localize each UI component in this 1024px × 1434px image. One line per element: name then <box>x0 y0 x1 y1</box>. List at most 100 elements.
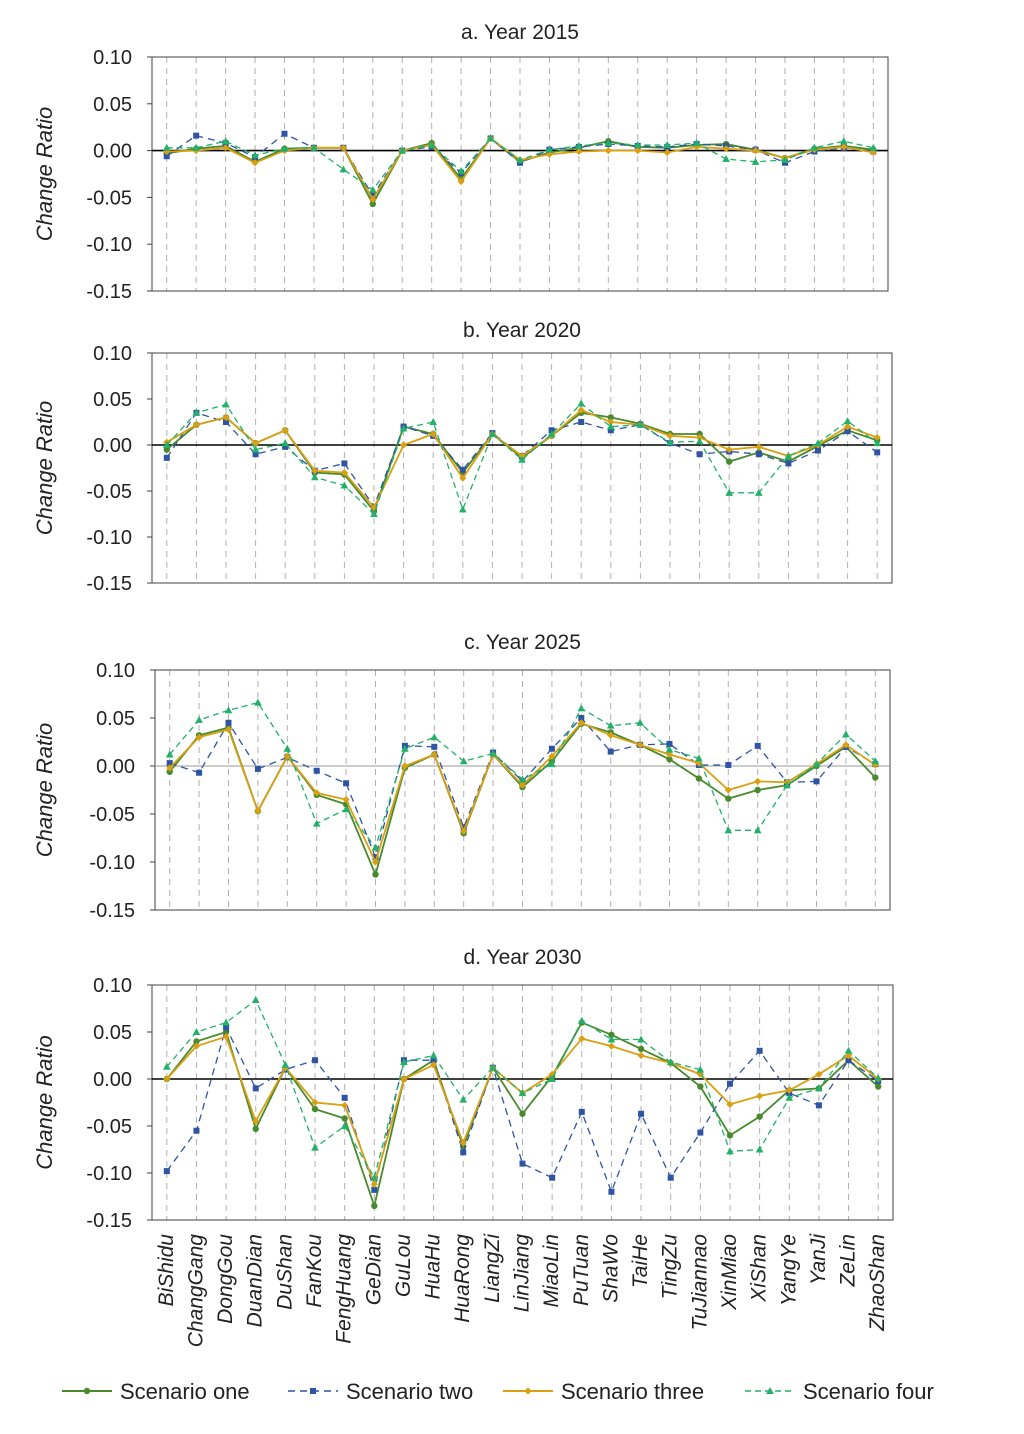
x-tick-label: GeDian <box>362 1234 385 1305</box>
x-tick-label: XiShan <box>748 1234 771 1303</box>
data-point <box>608 1031 615 1039</box>
data-point <box>815 1102 822 1109</box>
data-point <box>222 413 230 421</box>
data-point <box>666 740 673 747</box>
legend-item-scenario-two: Scenario two <box>288 1379 473 1404</box>
data-point <box>726 1080 733 1087</box>
data-point <box>192 421 200 429</box>
data-point <box>430 733 439 741</box>
data-point <box>222 1018 230 1026</box>
data-point <box>459 466 466 473</box>
data-point <box>429 418 437 425</box>
data-point <box>341 1101 349 1109</box>
data-point <box>606 721 615 729</box>
data-point <box>666 756 673 763</box>
data-point <box>666 1058 675 1066</box>
series-scenario-two <box>163 130 877 199</box>
legend-label: Scenario two <box>346 1379 473 1404</box>
data-point <box>252 451 259 458</box>
data-point <box>460 827 468 835</box>
data-point <box>342 796 350 804</box>
series-scenario-one <box>166 720 879 878</box>
y-tick-label: 0.05 <box>96 708 135 730</box>
data-point <box>784 452 793 460</box>
data-point <box>340 1122 349 1129</box>
data-point <box>692 139 701 147</box>
data-point <box>663 148 671 157</box>
x-tick-label: LinJiang <box>511 1234 534 1313</box>
data-point <box>519 1160 526 1167</box>
data-point <box>340 481 349 489</box>
panel-title: a. Year 2015 <box>461 21 579 44</box>
data-point <box>400 441 408 449</box>
panel-title: b. Year 2020 <box>463 319 581 342</box>
data-point <box>369 192 376 199</box>
x-tick-label: HuaRong <box>451 1234 474 1323</box>
data-point <box>813 778 820 785</box>
data-point <box>608 1188 615 1195</box>
data-point <box>697 1129 704 1136</box>
x-tick-label: TuJiannao <box>688 1234 711 1331</box>
data-point <box>724 826 733 834</box>
x-tick-label: ZeLin <box>837 1234 860 1288</box>
data-point <box>844 423 852 431</box>
data-point <box>371 843 380 851</box>
data-point <box>666 432 674 440</box>
data-point <box>577 1016 586 1024</box>
data-point <box>281 1060 290 1068</box>
data-point <box>252 439 260 447</box>
panel-1: a. Year 2015 0.10 0.05 0.00 -0.05 -0.10 -0.15 C… <box>32 21 889 303</box>
data-point <box>399 424 408 432</box>
data-point <box>339 144 347 152</box>
data-point <box>341 1094 348 1101</box>
y-tick-label: 0.05 <box>93 1022 132 1044</box>
data-point <box>844 428 851 435</box>
data-point <box>607 1035 616 1043</box>
data-point <box>192 408 201 416</box>
data-point <box>459 1139 467 1147</box>
data-point <box>665 745 674 753</box>
data-point <box>370 1173 379 1181</box>
data-point <box>488 429 497 437</box>
data-point <box>311 1105 319 1113</box>
data-point <box>637 1051 645 1060</box>
data-point <box>459 474 467 482</box>
y-axis-label: Change Ratio <box>32 1035 57 1170</box>
data-point <box>756 1047 763 1054</box>
data-point <box>578 1108 585 1115</box>
data-point <box>695 754 703 762</box>
data-point <box>548 752 556 760</box>
data-point <box>638 1110 645 1117</box>
x-tick-label: BiShidu <box>155 1234 178 1307</box>
data-point <box>223 419 229 425</box>
data-point <box>812 760 821 768</box>
data-point <box>874 1083 882 1090</box>
data-point <box>726 1132 734 1139</box>
data-point <box>695 437 704 445</box>
data-point <box>724 786 732 794</box>
data-point <box>163 1075 171 1083</box>
data-point <box>667 1174 674 1181</box>
data-point <box>193 1127 200 1134</box>
data-point <box>310 143 318 151</box>
data-point <box>607 414 614 421</box>
data-point <box>725 446 733 454</box>
y-tick-label: 0.10 <box>93 975 132 997</box>
data-point <box>548 745 555 752</box>
data-point <box>519 1110 526 1117</box>
legend-label: Scenario four <box>803 1379 934 1404</box>
y-tick-label: 0.05 <box>93 94 132 116</box>
data-point <box>754 742 761 749</box>
panel-3: c. Year 2025 0.10 0.05 0.00 -0.05 -0.10 -0.15 C… <box>32 631 891 922</box>
data-point <box>785 1086 793 1094</box>
data-point <box>251 159 259 167</box>
data-point <box>223 1024 230 1031</box>
x-tick-label: DuShan <box>273 1234 296 1310</box>
x-tick-label: XinMiao <box>718 1234 741 1311</box>
legend-label: Scenario one <box>120 1379 250 1404</box>
data-point <box>166 760 173 767</box>
y-tick-label: 0.10 <box>93 47 132 69</box>
data-point <box>251 445 260 453</box>
legend-item-scenario-one: Scenario one <box>62 1379 250 1404</box>
data-point <box>874 449 881 456</box>
